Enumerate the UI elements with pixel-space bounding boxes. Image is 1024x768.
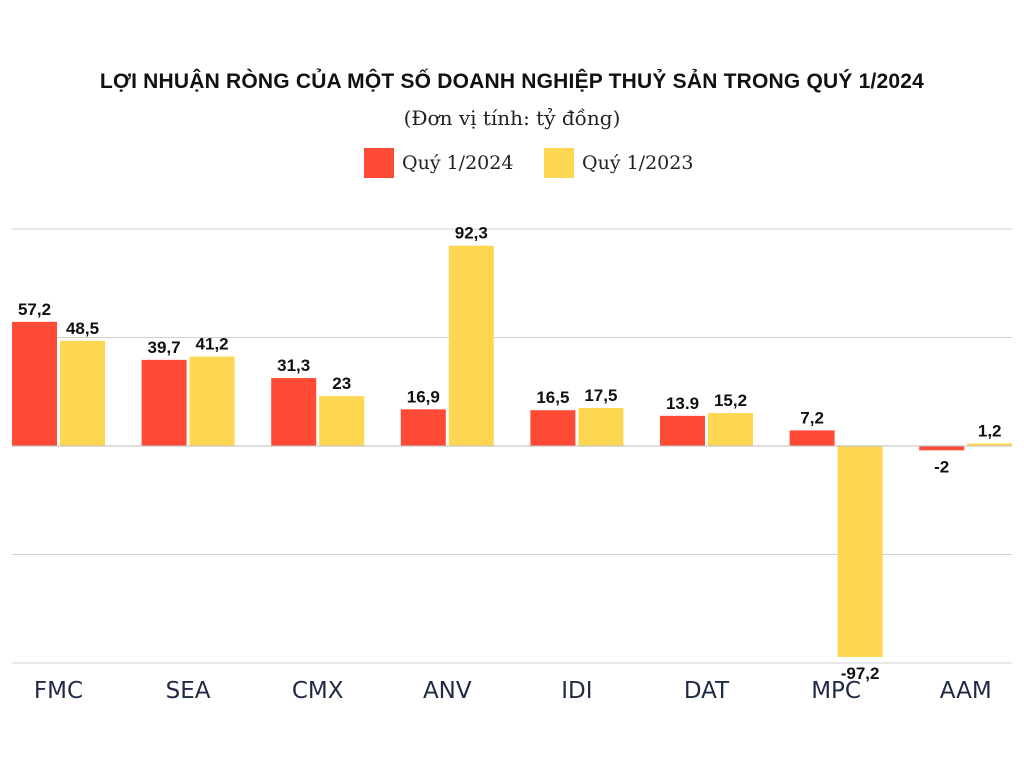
bar-fmc-q1-2024 bbox=[12, 321, 57, 446]
data-label: 41,2 bbox=[196, 335, 229, 354]
data-label: 48,5 bbox=[66, 319, 99, 338]
data-label: 1,2 bbox=[978, 421, 1002, 440]
data-label: 16,9 bbox=[407, 387, 440, 406]
bar-cmx-q1-2024 bbox=[271, 378, 317, 446]
category-label-mpc: MPC bbox=[811, 678, 861, 704]
bar-sea-q1-2024 bbox=[141, 359, 187, 446]
legend-item-q1-2023: Quý 1/2023 bbox=[544, 146, 693, 180]
data-label: 39,7 bbox=[148, 338, 181, 357]
data-label: 17,5 bbox=[584, 386, 617, 405]
bar-mpc-q1-2023 bbox=[837, 446, 883, 657]
data-label: 23 bbox=[332, 374, 351, 393]
category-label-idi: IDI bbox=[561, 678, 592, 704]
category-label-cmx: CMX bbox=[292, 678, 344, 704]
data-label: -97,2 bbox=[841, 664, 880, 683]
data-label: 92,3 bbox=[455, 224, 488, 243]
category-label-aam: AAM bbox=[940, 678, 992, 704]
bar-dat-q1-2023 bbox=[708, 413, 753, 446]
category-label-sea: SEA bbox=[166, 678, 211, 704]
category-label-anv: ANV bbox=[423, 678, 472, 704]
bar-cmx-q1-2023 bbox=[319, 396, 365, 446]
bar-anv-q1-2023 bbox=[448, 245, 494, 446]
chart-title: LỢI NHUẬN RÒNG CỦA MỘT SỐ DOANH NGHIỆP T… bbox=[99, 70, 925, 93]
bar-mpc-q1-2024 bbox=[789, 430, 835, 446]
bar-anv-q1-2024 bbox=[400, 409, 446, 446]
bar-sea-q1-2023 bbox=[189, 356, 235, 446]
bar-idi-q1-2024 bbox=[530, 410, 576, 446]
data-label: 16,5 bbox=[536, 388, 569, 407]
legend-item-q1-2024: Quý 1/2024 bbox=[364, 146, 513, 180]
category-label-fmc: FMC bbox=[34, 678, 83, 704]
legend-swatch-q1-2023 bbox=[544, 148, 574, 178]
legend-label-q1-2024: Quý 1/2024 bbox=[402, 152, 514, 174]
data-label: 57,2 bbox=[18, 300, 51, 319]
bar-aam-q1-2023 bbox=[967, 443, 1013, 446]
data-label: 13.9 bbox=[666, 394, 699, 413]
bar-aam-q1-2024 bbox=[919, 446, 965, 451]
chart-subtitle: (Đơn vị tính: tỷ đồng) bbox=[403, 106, 621, 130]
legend-swatch-q1-2024 bbox=[364, 148, 394, 178]
category-label-dat: DAT bbox=[684, 678, 730, 704]
bar-dat-q1-2024 bbox=[660, 415, 705, 446]
bar-idi-q1-2023 bbox=[578, 408, 624, 446]
data-label: 15,2 bbox=[714, 391, 747, 410]
bar-fmc-q1-2023 bbox=[60, 340, 105, 446]
data-label: 7,2 bbox=[800, 408, 824, 427]
data-label: 31,3 bbox=[277, 356, 310, 375]
legend-label-q1-2023: Quý 1/2023 bbox=[582, 152, 694, 174]
data-label: -2 bbox=[934, 457, 949, 476]
